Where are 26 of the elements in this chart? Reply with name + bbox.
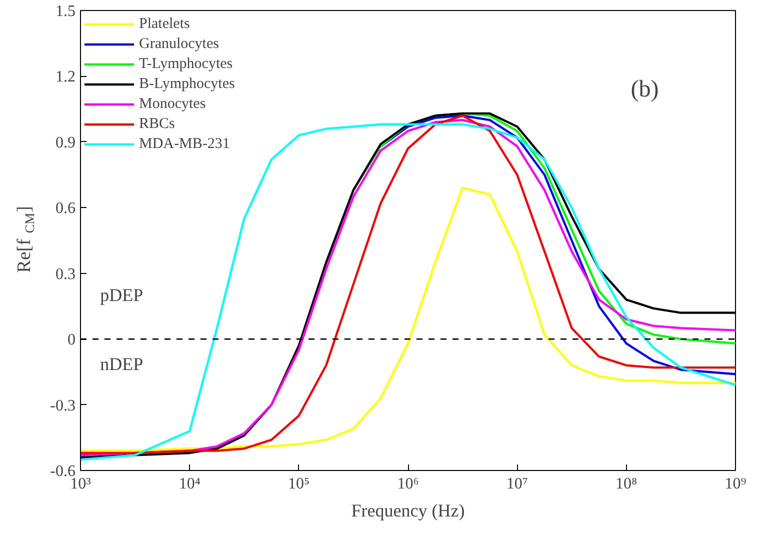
annotation: pDEP xyxy=(100,284,144,305)
annotation: nDEP xyxy=(100,354,144,374)
y-axis-title: Re[fCM] xyxy=(14,206,37,273)
y-tick-label: -0.3 xyxy=(50,397,76,414)
x-tick-label: 10⁸ xyxy=(616,476,638,492)
legend-label: Granulocytes xyxy=(139,36,219,52)
y-tick-label: 0 xyxy=(68,332,76,349)
legend-label: Platelets xyxy=(139,16,190,32)
x-tick-label: 10³ xyxy=(70,476,92,492)
x-tick-label: 10⁶ xyxy=(397,476,419,492)
legend-label: Monocytes xyxy=(139,96,206,112)
y-tick-label: 1.2 xyxy=(56,68,76,86)
y-tick-label: 0.9 xyxy=(56,134,76,152)
y-tick-label: 0.3 xyxy=(56,266,76,283)
x-tick-label: 10⁴ xyxy=(178,476,201,492)
annotation: (b) xyxy=(630,76,659,102)
x-axis-title: Frequency (Hz) xyxy=(351,500,465,520)
legend-label: RBCs xyxy=(139,116,175,132)
x-tick-label: 10⁵ xyxy=(288,476,310,492)
x-tick-label: 10⁹ xyxy=(724,476,747,492)
y-tick-label: 1.5 xyxy=(56,3,76,20)
x-tick-label: 10⁷ xyxy=(506,476,528,492)
legend-label: T-Lymphocytes xyxy=(139,56,233,72)
legend-label: B-Lymphocytes xyxy=(139,76,235,92)
legend-label: MDA-MB-231 xyxy=(139,136,230,152)
y-tick-label: 0.6 xyxy=(56,200,76,218)
